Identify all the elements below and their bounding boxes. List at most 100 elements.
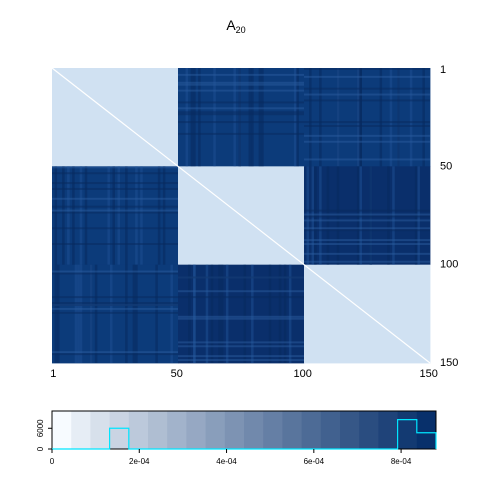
color-key-swatch xyxy=(282,411,302,449)
heatmap-texture-row xyxy=(52,182,178,185)
heatmap-texture-row xyxy=(178,355,304,358)
heatmap-y-tick-label: 1 xyxy=(440,64,446,76)
heatmap-texture-row xyxy=(52,197,178,200)
heatmap-texture-col xyxy=(379,68,383,167)
heatmap-texture-col xyxy=(359,68,362,167)
heatmap-texture-row xyxy=(52,172,178,175)
heatmap-texture-row xyxy=(304,260,430,263)
heatmap-texture-row xyxy=(304,87,430,90)
heatmap-texture-row xyxy=(178,359,304,362)
heatmap-texture-row xyxy=(178,315,304,318)
heatmap-texture-col xyxy=(309,68,312,167)
heatmap-texture-row xyxy=(52,311,178,314)
heatmap-texture-col xyxy=(319,68,322,167)
heatmap-texture-col xyxy=(251,264,254,363)
heatmap-texture-row xyxy=(304,239,430,242)
heatmap-texture-row xyxy=(52,243,178,245)
heatmap-texture-row xyxy=(304,140,430,143)
heatmap-texture-row xyxy=(304,213,430,216)
heatmap-y-tick-label: 50 xyxy=(440,160,452,172)
heatmap-texture-col xyxy=(185,68,189,167)
heatmap-texture-row xyxy=(304,134,430,137)
color-key-swatch xyxy=(90,411,110,449)
heatmap-texture-row xyxy=(178,83,304,86)
color-key-histogram-line xyxy=(52,419,437,450)
heatmap-texture-col xyxy=(225,264,229,363)
heatmap-texture-row xyxy=(178,296,304,299)
color-key-x-tick-label: 0 xyxy=(50,457,55,466)
heatmap-texture-col xyxy=(397,68,400,167)
heatmap-texture-row xyxy=(178,345,304,348)
heatmap-texture-row xyxy=(178,107,304,110)
heatmap-texture-col xyxy=(233,68,236,167)
heatmap-texture-col xyxy=(188,264,191,363)
heatmap-texture-row xyxy=(52,302,178,304)
heatmap-texture-col xyxy=(278,264,282,363)
color-key-swatch xyxy=(301,411,322,449)
color-key-swatch xyxy=(359,411,379,449)
heatmap-texture-row xyxy=(178,113,304,116)
heatmap-texture-row xyxy=(178,290,304,293)
heatmap-texture-row xyxy=(52,205,178,208)
heatmap-texture-col xyxy=(72,166,75,265)
heatmap-texture-row xyxy=(178,121,304,124)
heatmap-texture-col xyxy=(288,264,292,363)
heatmap-texture-col xyxy=(261,68,264,167)
heatmap-texture-col xyxy=(296,68,299,167)
heatmap-texture-row xyxy=(304,75,430,78)
color-key-swatch xyxy=(263,411,283,449)
heatmap-texture-col xyxy=(210,264,214,363)
heatmap-texture-col xyxy=(54,166,58,265)
heatmap-texture-row xyxy=(178,317,304,320)
color-key-swatch xyxy=(205,411,226,449)
heatmap-texture-col xyxy=(422,68,425,167)
heatmap-texture-col xyxy=(218,264,221,363)
heatmap-texture-col xyxy=(62,166,65,265)
heatmap-texture-row xyxy=(52,353,178,356)
heatmap-texture-col xyxy=(336,68,340,167)
heatmap-texture-row xyxy=(304,125,430,127)
heatmap-texture-row xyxy=(304,209,430,212)
heatmap-x-tick-label: 100 xyxy=(294,368,312,380)
heatmap-texture-row xyxy=(304,93,430,96)
heatmap-y-tick-label: 150 xyxy=(440,357,458,369)
heatmap-texture-col xyxy=(283,264,287,363)
heatmap-texture-col xyxy=(251,68,254,167)
heatmap-texture-row xyxy=(178,132,304,135)
heatmap-texture-row xyxy=(52,304,178,306)
color-key-swatch xyxy=(244,411,264,449)
color-key-swatch xyxy=(71,411,91,449)
heatmap-texture-col xyxy=(193,264,196,363)
heatmap-texture-col xyxy=(125,166,128,265)
color-key-x-tick-label: 4e-04 xyxy=(216,457,237,466)
heatmap-texture-col xyxy=(293,68,297,167)
heatmap-texture-row xyxy=(52,187,178,190)
heatmap-texture-row xyxy=(52,166,178,169)
color-key-x-tick-label: 6e-04 xyxy=(304,457,325,466)
color-key-x-tick-label: 2e-04 xyxy=(129,457,150,466)
heatmap-x-tick-label: 1 xyxy=(50,368,56,380)
heatmap-texture-row xyxy=(304,219,430,222)
color-key-swatch xyxy=(397,411,418,449)
heatmap-texture-row xyxy=(304,243,430,245)
heatmap-texture-col xyxy=(162,166,166,265)
heatmap-x-tick-label: 150 xyxy=(420,368,438,380)
color-key-swatch xyxy=(52,411,72,449)
heatmap-texture-row xyxy=(52,211,178,214)
heatmap-texture-col xyxy=(389,68,393,167)
color-key-swatch xyxy=(128,411,149,449)
heatmap-texture-row xyxy=(52,307,178,310)
heatmap-y-tick-label: 100 xyxy=(440,259,458,271)
color-key-swatch xyxy=(148,411,168,449)
heatmap-texture-row xyxy=(178,111,304,114)
heatmap-texture-row xyxy=(178,89,304,92)
heatmap-block-7 xyxy=(52,264,179,364)
heatmap-texture-row xyxy=(178,341,304,344)
heatmap-texture-row xyxy=(304,252,430,255)
heatmap-texture-col xyxy=(135,166,138,265)
heatmap-texture-row xyxy=(52,227,178,230)
color-key-y-tick-label: 6000 xyxy=(36,419,45,437)
heatmap-texture-col xyxy=(409,68,413,167)
heatmap-texture-col xyxy=(193,68,196,167)
heatmap-texture-col xyxy=(213,68,216,167)
